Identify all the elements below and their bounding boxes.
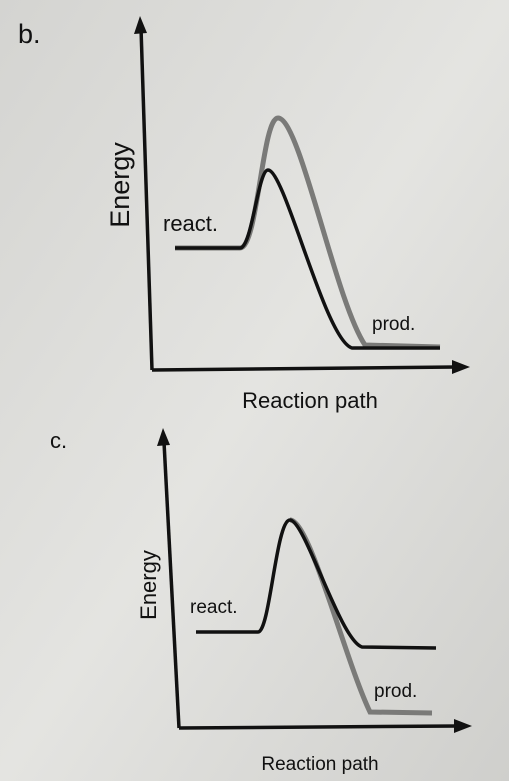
product-label: prod.	[372, 314, 415, 335]
curve-catalyzed	[175, 168, 440, 350]
arrow-head	[157, 428, 170, 446]
axis-label: Reaction path	[261, 754, 378, 775]
arrow-head	[452, 360, 470, 374]
product-label: prod.	[374, 681, 417, 702]
panel-label: c.	[50, 428, 67, 453]
axis-label: Energy	[105, 142, 135, 228]
panel-c: c. Energy react. prod. Reaction path	[50, 428, 472, 775]
reactant-label: react.	[163, 211, 218, 236]
axis-label: Energy	[136, 550, 161, 620]
panel-label: b.	[18, 19, 41, 49]
arrow-head	[454, 719, 472, 733]
y-axis	[139, 27, 154, 371]
y-axis	[162, 441, 181, 729]
x-axis	[151, 365, 457, 372]
x-axis	[178, 724, 459, 730]
arrow-head	[134, 16, 147, 34]
reactant-label: react.	[190, 597, 238, 618]
panel-b: b. Energy react. prod. Reaction path	[18, 16, 470, 413]
axis-label: Reaction path	[242, 388, 378, 413]
curve-endothermic	[196, 518, 437, 650]
